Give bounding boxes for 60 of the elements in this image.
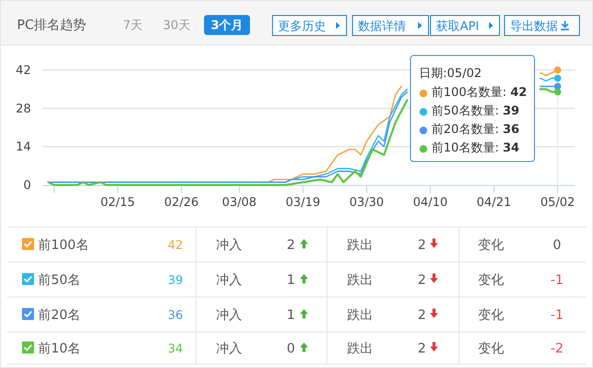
x-tick-label: 02/26 — [164, 195, 199, 209]
x-tick-label: 02/15 — [100, 195, 136, 209]
annotation: ● 前20名数量: 36 — [419, 122, 520, 136]
text: -2 — [550, 342, 564, 356]
annotation: 日期:05/02 — [419, 66, 482, 80]
text: 1 — [286, 273, 295, 288]
text: -1 — [550, 273, 564, 288]
text: 0 — [552, 238, 562, 253]
text: 2 — [418, 273, 426, 288]
x-tick-label: 03/19 — [286, 195, 320, 209]
text: 冲入 — [216, 342, 242, 356]
text: 2 — [286, 238, 295, 253]
legend-label: 前100名 — [38, 238, 89, 253]
text: 36 — [168, 308, 183, 322]
text: 变化 — [478, 238, 504, 253]
annotation: ● 前100名数量: 42 — [419, 85, 528, 99]
text: 冲入 — [216, 308, 242, 323]
x-tick-label: 05/02 — [540, 195, 575, 209]
y-tick-label: 28 — [16, 101, 31, 116]
text: 0 — [286, 342, 295, 356]
x-tick-label: 03/08 — [222, 195, 257, 209]
text: 39 — [168, 273, 183, 287]
legend-label: 前50名 — [38, 273, 81, 288]
text: 变化 — [478, 273, 504, 288]
text: 34 — [168, 342, 183, 356]
x-tick-label: 04/10 — [413, 195, 448, 209]
text: 1 — [286, 308, 295, 323]
y-tick-label: 42 — [16, 63, 31, 77]
text: 更多历史 — [278, 19, 326, 33]
text: 3个月 — [210, 18, 244, 32]
text: 数据详情 — [358, 19, 406, 33]
text: 2 — [418, 308, 426, 323]
chart-title: PC排名趋势 — [17, 18, 86, 33]
legend-label: 前10名 — [38, 342, 81, 356]
text: 跌出 — [347, 238, 373, 253]
text: 导出数据 — [510, 19, 558, 33]
text: 42 — [168, 238, 183, 252]
text: 跌出 — [347, 273, 373, 288]
text: 冲入 — [216, 273, 242, 288]
annotation: ● 前10名数量: 34 — [419, 140, 520, 154]
text: 跌出 — [347, 342, 373, 356]
x-tick-label: 04/21 — [476, 195, 512, 209]
annotation: ● 前50名数量: 39 — [419, 104, 520, 118]
y-tick-label: 14 — [16, 140, 31, 154]
text: 7天 — [123, 18, 143, 32]
point — [554, 88, 562, 96]
text: 2 — [418, 238, 426, 253]
x-tick-label: 03/30 — [349, 195, 384, 209]
text: 30天 — [163, 18, 190, 32]
point — [554, 66, 562, 74]
text: 冲入 — [216, 238, 242, 253]
text: -1 — [550, 308, 564, 323]
y-tick-label: 0 — [23, 178, 31, 192]
text: 2 — [418, 342, 426, 356]
text: 变化 — [478, 308, 504, 323]
text: 获取API — [436, 19, 479, 33]
legend-label: 前20名 — [38, 308, 81, 323]
point — [554, 74, 562, 82]
text: 变化 — [478, 342, 504, 356]
text: 跌出 — [347, 308, 373, 323]
